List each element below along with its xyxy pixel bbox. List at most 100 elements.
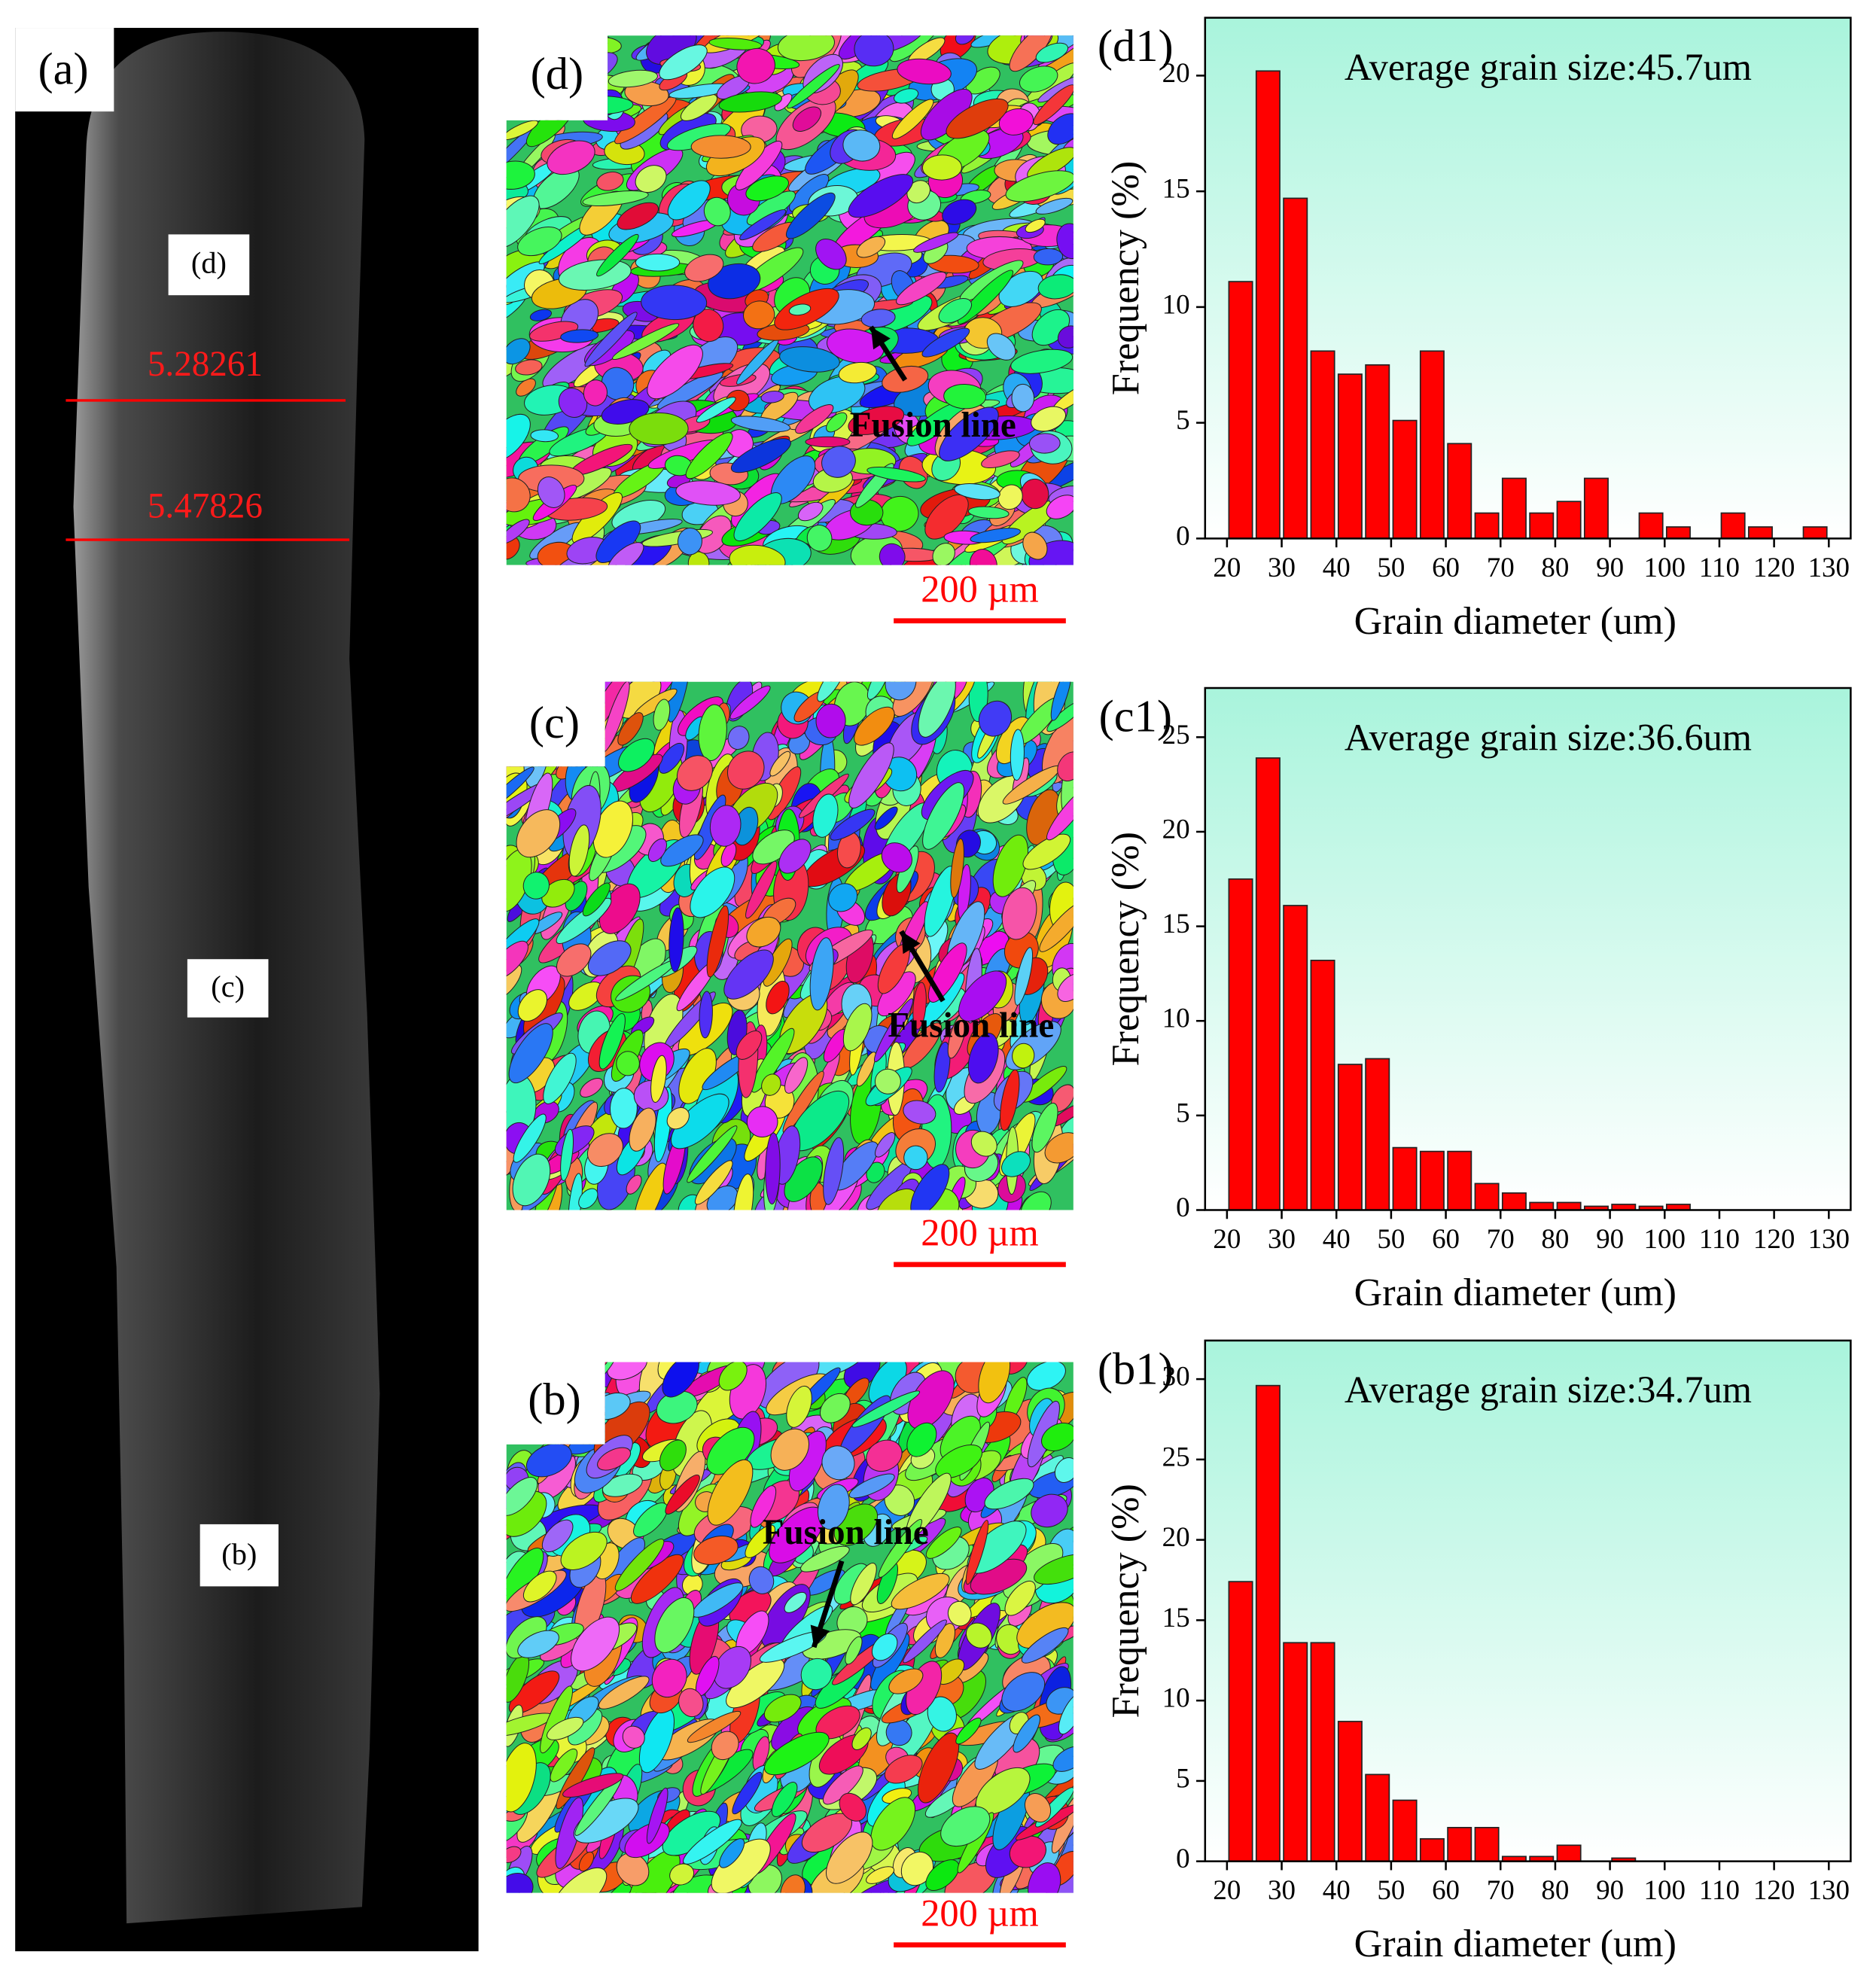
- x-tick-label: 110: [1699, 553, 1740, 583]
- grain: [733, 492, 782, 541]
- grain: [506, 519, 530, 544]
- panel-label: (b1): [1098, 1344, 1174, 1395]
- grain: [745, 175, 789, 202]
- grain: [629, 413, 689, 446]
- y-axis-label: Frequency (%): [1104, 1484, 1147, 1718]
- bar: [1392, 1146, 1418, 1211]
- grain: [729, 544, 786, 565]
- grain: [848, 406, 905, 435]
- x-tick-label: 90: [1596, 1224, 1624, 1255]
- bar: [1228, 281, 1253, 540]
- panel-label: (c): [529, 698, 580, 748]
- grain: [677, 528, 702, 556]
- grain: [809, 376, 866, 414]
- x-tick-label: 20: [1213, 1875, 1241, 1906]
- grain: [560, 329, 599, 343]
- bar: [1583, 477, 1609, 540]
- scale-bar-label: 200 µm: [921, 568, 1039, 610]
- bar: [1638, 512, 1664, 540]
- grain: [1046, 495, 1074, 519]
- grain: [1010, 349, 1074, 374]
- bar: [1556, 501, 1582, 540]
- x-tick-label: 20: [1213, 1224, 1241, 1255]
- y-tick-label: 5: [1176, 1763, 1189, 1794]
- x-tick-label: 30: [1268, 1224, 1296, 1255]
- grain: [777, 35, 835, 62]
- charts: 20 30 40 50 60 70 80 90 100 110 120 13005101520Grai…: [1098, 17, 1852, 1965]
- grain: [998, 108, 1034, 135]
- x-tick-label: 100: [1644, 1875, 1686, 1906]
- grain: [708, 38, 763, 50]
- x-tick-label: 100: [1644, 553, 1686, 583]
- grain: [583, 379, 608, 406]
- x-tick-label: 50: [1377, 553, 1405, 583]
- bar: [1556, 1201, 1582, 1211]
- grain: [516, 100, 538, 114]
- grain: [921, 154, 962, 181]
- grain: [939, 406, 999, 461]
- bar: [1392, 1799, 1418, 1862]
- grain: [739, 209, 787, 241]
- bar: [1283, 197, 1308, 540]
- bar: [1501, 1192, 1527, 1211]
- label-box: [168, 234, 250, 296]
- annotation: Fusion line: [763, 1513, 929, 1552]
- grain: [986, 333, 1016, 361]
- x-tick-label: 60: [1432, 553, 1460, 583]
- grain: [547, 140, 595, 175]
- grain: [515, 359, 543, 376]
- bar: [1747, 526, 1773, 540]
- x-tick-label: 130: [1808, 553, 1850, 583]
- bar: [1474, 1183, 1500, 1211]
- grain: [506, 964, 522, 1000]
- y-tick-label: 10: [1162, 1003, 1190, 1034]
- grain: [1035, 197, 1074, 215]
- grain: [967, 506, 1010, 519]
- annotation: Average grain size:45.7um: [1345, 46, 1752, 88]
- grain: [760, 391, 784, 403]
- grain: [517, 227, 562, 257]
- grain: [848, 174, 914, 218]
- grain: [506, 535, 520, 560]
- y-tick-label: 20: [1162, 814, 1190, 845]
- grain: [656, 371, 723, 410]
- x-tick-label: 50: [1377, 1224, 1405, 1255]
- grain: [795, 404, 834, 434]
- x-axis-label: Grain diameter (um): [1354, 1271, 1677, 1314]
- grain: [969, 549, 997, 565]
- grain: [684, 254, 724, 282]
- bar: [1283, 905, 1308, 1211]
- panel-label: (d1): [1098, 21, 1174, 72]
- x-axis-label: Grain diameter (um): [1354, 1923, 1677, 1965]
- grain: [516, 378, 536, 397]
- grain: [797, 501, 824, 522]
- y-tick-label: 0: [1176, 1192, 1189, 1223]
- y-tick-label: 10: [1162, 289, 1190, 320]
- panel-label: (a): [38, 44, 88, 94]
- x-tick-label: 60: [1432, 1224, 1460, 1255]
- grain: [584, 312, 638, 367]
- grain: [924, 494, 969, 540]
- panel-label: (c1): [1099, 692, 1172, 742]
- x-tick-label: 40: [1323, 553, 1351, 583]
- grain: [838, 361, 877, 384]
- grain: [1022, 531, 1048, 560]
- y-tick-label: 20: [1162, 1522, 1190, 1553]
- scale-bar-label: 200 µm: [921, 1211, 1039, 1253]
- bar: [1228, 878, 1253, 1211]
- region-label: (d): [191, 246, 227, 280]
- bar: [1310, 1642, 1335, 1862]
- grain: [854, 35, 894, 67]
- grain: [506, 413, 531, 462]
- grain: [1057, 325, 1074, 349]
- grain: [607, 542, 644, 565]
- region-label: (b): [221, 1537, 257, 1571]
- grain: [537, 476, 565, 508]
- x-tick-label: 30: [1268, 1875, 1296, 1906]
- ebsd-map: [506, 35, 1074, 565]
- grain: [894, 88, 919, 104]
- measurement: 5.28261: [148, 345, 263, 384]
- grain: [932, 543, 955, 565]
- y-tick-label: 25: [1162, 1442, 1190, 1472]
